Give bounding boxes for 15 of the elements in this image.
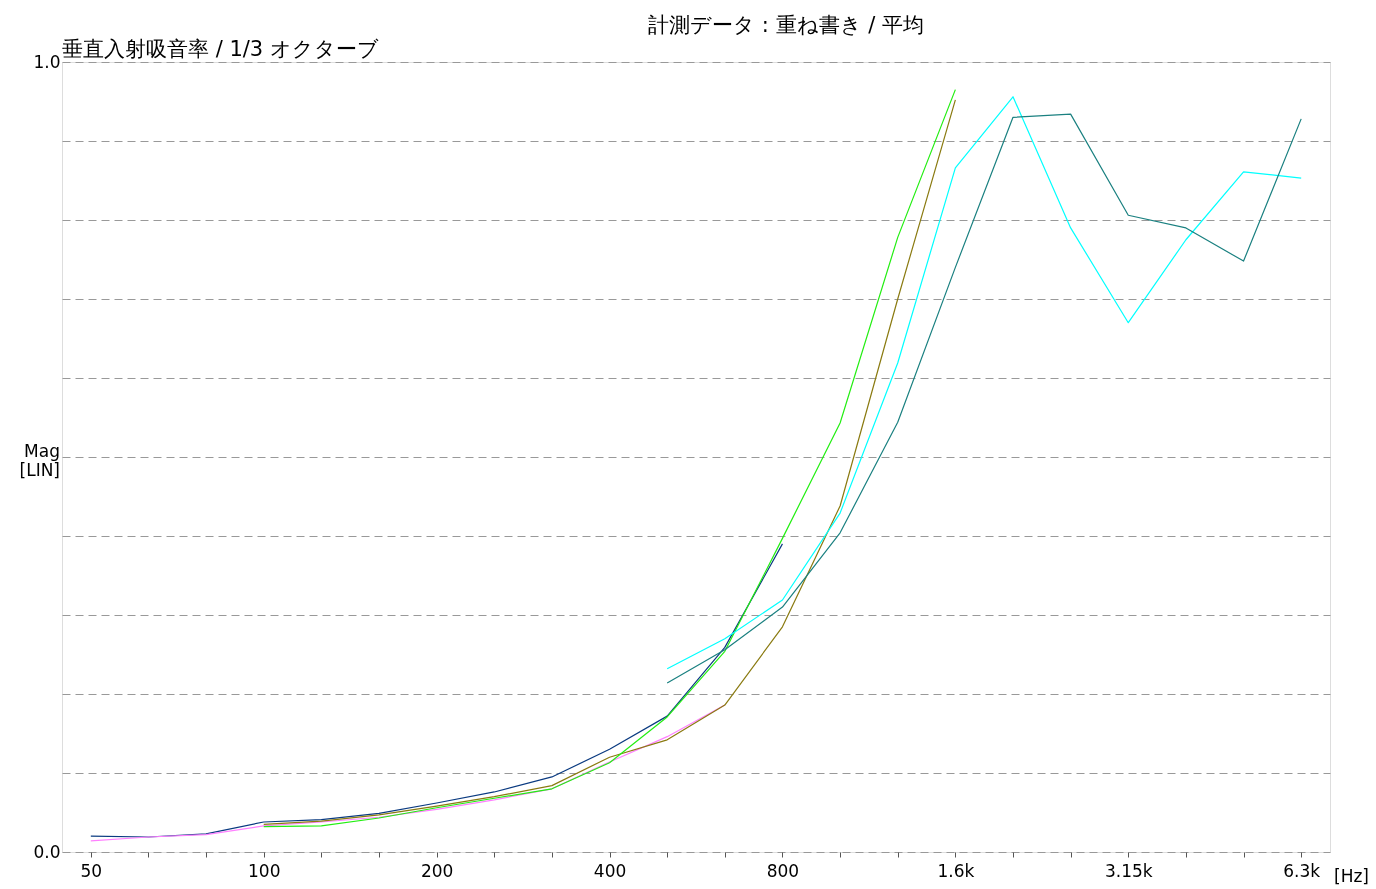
y-axis-title: Mag [LIN] xyxy=(19,441,60,480)
x-tick-label: 3.15k xyxy=(1104,860,1153,881)
x-tick-label: 6.3k xyxy=(1283,860,1321,881)
chart-title: 計測データ : 重ね書き / 平均 xyxy=(648,13,924,37)
line-series xyxy=(90,543,784,838)
x-tick-label: 400 xyxy=(593,860,627,881)
y-tick-label: 1.0 xyxy=(33,51,61,72)
y-tick-label: 0.0 xyxy=(33,841,61,862)
x-axis-title: [Hz] xyxy=(1334,866,1369,886)
x-tick-label: 800 xyxy=(766,860,800,881)
x-tick-label: 200 xyxy=(420,860,454,881)
x-tick-label: 50 xyxy=(80,860,103,881)
x-tick-label: 1.6k xyxy=(937,860,975,881)
x-tick-label: 100 xyxy=(248,860,281,881)
chart-subtitle: 垂直入射吸音率 / 1/3 オクターブ xyxy=(62,37,379,61)
